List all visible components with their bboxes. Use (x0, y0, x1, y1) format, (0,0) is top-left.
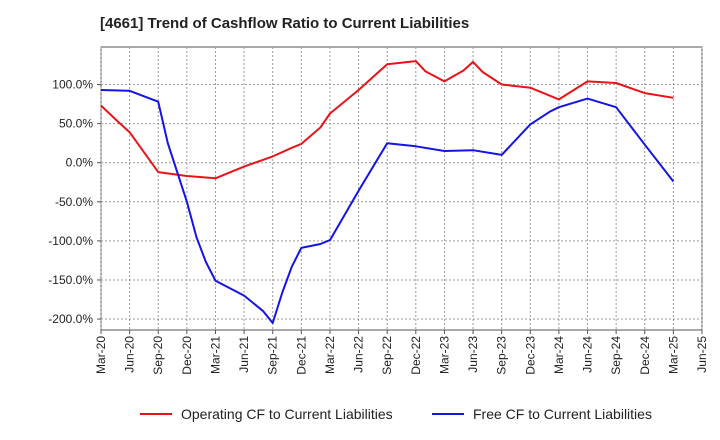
legend: Operating CF to Current Liabilities Free … (140, 406, 652, 422)
x-tick-label: Mar-24 (552, 336, 566, 374)
x-tick-label: Dec-22 (409, 336, 423, 375)
x-tick-label: Dec-24 (638, 336, 652, 375)
x-tick-label: Sep-24 (609, 336, 623, 375)
y-axis: 100.0% 50.0% 0.0% -50.0% -100.0% -150.0% -200.… (48, 78, 101, 326)
x-tick-label: Jun-24 (581, 336, 595, 373)
y-tick-label: -200.0% (48, 312, 93, 326)
y-tick-label: 50.0% (59, 117, 93, 131)
y-tick-label: -50.0% (55, 195, 93, 209)
x-tick-label: Sep-22 (380, 336, 394, 375)
x-tick-label: Jun-20 (123, 336, 137, 373)
grid-layer (100, 47, 703, 330)
y-tick-label: -150.0% (48, 273, 93, 287)
x-tick-label: Mar-22 (323, 336, 337, 374)
free-cf-series-line (100, 89, 675, 324)
x-tick-label: Jun-21 (237, 336, 251, 373)
x-tick-label: Mar-20 (94, 336, 108, 374)
x-tick-label: Dec-23 (523, 336, 537, 375)
x-tick-label: Mar-25 (666, 336, 680, 374)
x-tick-label: Jun-23 (466, 336, 480, 373)
x-tick-label: Dec-20 (180, 336, 194, 375)
operating-cf-legend-label: Operating CF to Current Liabilities (181, 406, 393, 422)
y-tick-label: -100.0% (48, 234, 93, 248)
series-layer (100, 60, 675, 324)
x-tick-label: Sep-20 (151, 336, 165, 375)
x-tick-label: Jun-22 (352, 336, 366, 373)
free-cf-legend-label: Free CF to Current Liabilities (473, 406, 652, 422)
y-tick-label: 100.0% (52, 78, 93, 92)
x-tick-label: Sep-21 (266, 336, 280, 375)
chart-title: [4661] Trend of Cashflow Ratio to Curren… (100, 15, 470, 32)
x-tick-label: Mar-21 (208, 336, 222, 374)
plot-frame (100, 46, 703, 331)
x-tick-label: Dec-21 (294, 336, 308, 375)
x-tick-label: Sep-23 (495, 336, 509, 375)
x-tick-label: Jun-25 (695, 336, 709, 373)
y-tick-label: 0.0% (66, 156, 94, 170)
x-axis: Mar-20 Jun-20 Sep-20 Dec-20 Mar-21 Jun-21 Sep-… (94, 330, 709, 375)
x-tick-label: Mar-23 (437, 336, 451, 374)
operating-cf-series-line (100, 60, 674, 180)
